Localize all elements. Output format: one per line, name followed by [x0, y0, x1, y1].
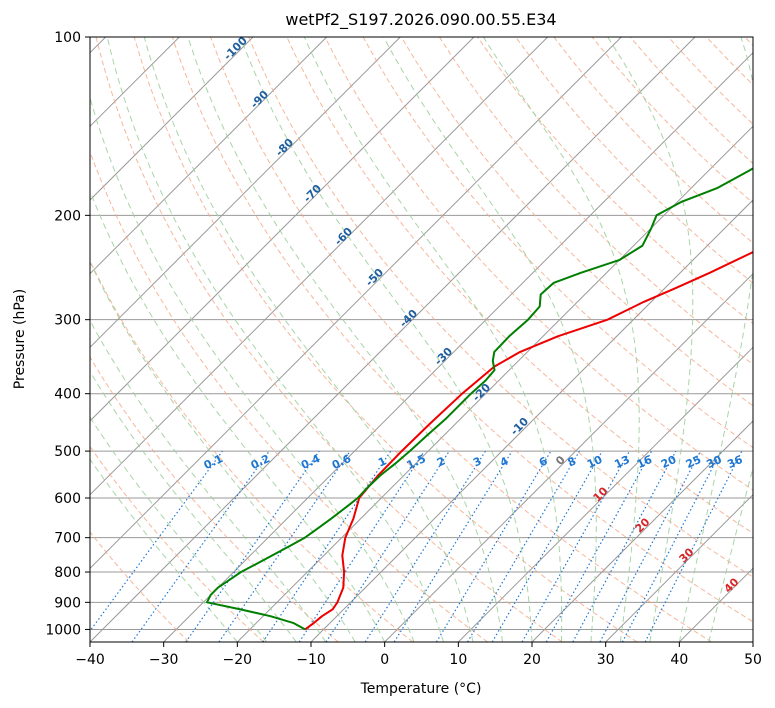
y-tick-label: 200	[54, 208, 81, 224]
moist-adiabat-line	[239, 37, 533, 642]
y-tick-label: 1000	[45, 622, 81, 638]
dry-adiabat-line	[133, 37, 638, 642]
x-tick-label: 0	[380, 652, 389, 668]
moist-adiabat-line	[90, 319, 327, 642]
x-tick-label: −30	[149, 652, 179, 668]
moist-adiabat-line	[708, 466, 753, 642]
plot-frame	[89, 36, 754, 643]
dry-adiabat-line	[90, 531, 190, 642]
y-axis-title: Pressure (hPa)	[12, 289, 28, 389]
moist-adiabat-line	[90, 260, 356, 642]
isotherm-line	[90, 37, 549, 496]
mixing-ratio-line	[521, 450, 631, 642]
dry-adiabat-line	[438, 37, 753, 366]
dry-adiabat-line	[90, 356, 339, 642]
dry-adiabat-line	[515, 37, 753, 284]
moist-adiabat-line	[678, 37, 753, 642]
y-tick-label: 400	[54, 387, 81, 403]
isotherm-line	[90, 37, 475, 422]
series-layer	[206, 167, 753, 631]
grid-layer	[90, 37, 753, 642]
isotherm-line	[531, 420, 753, 642]
y-tick-label: 600	[54, 491, 81, 507]
dry-adiabat-line	[248, 37, 753, 578]
moist-adiabat-line	[303, 37, 563, 642]
mixing-ratio-label: 36	[725, 453, 745, 471]
mixing-ratio-label: 25	[684, 453, 703, 471]
mixing-ratio-line	[572, 450, 677, 642]
mixing-ratio-label: 20	[659, 453, 679, 471]
isotherm-line	[90, 37, 622, 570]
x-tick-label: 20	[523, 652, 541, 668]
dry-adiabat-line	[400, 37, 753, 407]
isotherm-line	[90, 37, 401, 349]
dry-adiabat-line	[210, 37, 753, 623]
mixing-ratio-line	[185, 450, 320, 642]
dry-adiabat-line	[90, 259, 414, 642]
mixing-ratio-label: 16	[635, 453, 655, 471]
moist-adiabat-line	[90, 370, 297, 642]
moist-adiabat-line	[482, 37, 640, 642]
x-tick-label: −20	[223, 652, 253, 668]
moist-adiabat-line	[187, 37, 503, 642]
dewpoint-profile-line	[206, 167, 753, 631]
moist-adiabat-line	[90, 458, 238, 642]
mixing-ratio-line	[393, 450, 513, 642]
mixing-ratio-line	[545, 450, 653, 642]
mixing-ratio-label: 13	[612, 453, 631, 471]
y-tick-label: 800	[54, 565, 81, 581]
mixing-ratio-line	[325, 450, 450, 642]
isotherm-line	[90, 37, 696, 642]
mixing-ratio-line	[364, 450, 486, 642]
chart-title: wetPf2_S197.2026.090.00.55.E34	[285, 10, 556, 30]
y-tick-label: 100	[54, 30, 81, 46]
isotherm-line	[90, 37, 328, 275]
x-tick-label: 50	[744, 652, 762, 668]
mixing-ratio-line	[435, 450, 552, 642]
dry-adiabat-line	[95, 37, 563, 642]
y-tick-label: 300	[54, 313, 81, 329]
isotherm-line	[384, 272, 753, 642]
axis-layer: −40 −30 −20 −10 0 10 20 30 40 50 100 200 300 400 500 60…	[45, 30, 762, 668]
mixing-ratio-line	[218, 450, 351, 642]
mixing-ratio-label: 10	[585, 453, 605, 471]
dry-adiabat-line	[90, 445, 264, 642]
moist-adiabat-line	[106, 37, 445, 642]
x-tick-label: −10	[296, 652, 326, 668]
x-axis-title: Temperature (°C)	[360, 681, 482, 697]
y-tick-label: 500	[54, 444, 81, 460]
dry-adiabat-line	[90, 150, 488, 642]
dry-adiabat-line	[171, 37, 712, 642]
isotherm-line	[90, 37, 254, 201]
x-tick-label: −40	[75, 652, 105, 668]
moist-adiabat-line	[383, 37, 597, 642]
x-tick-label: 10	[449, 652, 467, 668]
isotherm-line	[236, 125, 753, 642]
mixing-ratio-label: 30	[704, 453, 724, 471]
isotherm-line	[605, 493, 753, 642]
isotherm-line	[163, 51, 753, 642]
moist-adiabat-line	[90, 96, 415, 642]
y-tick-label: 700	[54, 531, 81, 547]
x-tick-label: 40	[670, 652, 688, 668]
x-tick-label: 30	[597, 652, 615, 668]
moist-adiabat-line	[90, 416, 268, 642]
y-tick-label: 900	[54, 595, 81, 611]
moist-adiabat-line	[90, 189, 386, 642]
mixing-ratio-line	[466, 450, 580, 642]
mixing-ratio-line	[491, 450, 603, 642]
